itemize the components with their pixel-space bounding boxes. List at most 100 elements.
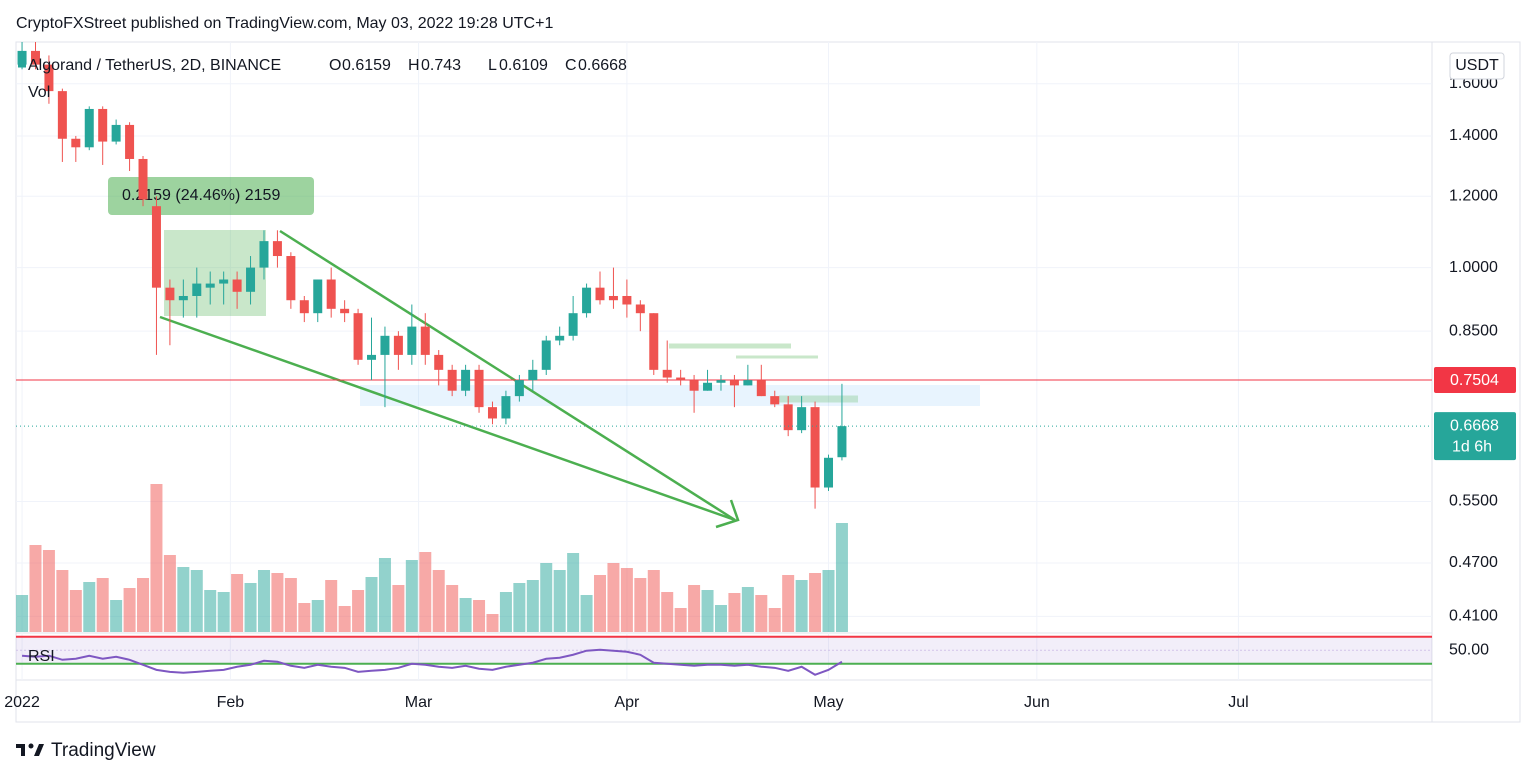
candle-body — [219, 279, 229, 284]
y-tick-label: 0.8500 — [1449, 322, 1498, 339]
volume-bar — [177, 567, 190, 632]
volume-bar — [822, 570, 835, 632]
y-tick-label: 0.5500 — [1449, 493, 1498, 510]
candle-body — [44, 64, 54, 92]
candle-body — [824, 457, 834, 488]
measure-label: 0.2159 (24.46%) 2159 — [122, 187, 280, 204]
volume-bar — [620, 568, 633, 632]
axes: 1.60001.40001.20001.00000.85000.55000.47… — [4, 75, 1516, 711]
y-tick-label: 1.2000 — [1449, 187, 1498, 204]
candle-body — [810, 407, 820, 488]
candle-body — [17, 50, 27, 65]
candle-body — [461, 369, 471, 391]
candle-body — [608, 295, 618, 301]
volume-bar — [782, 575, 795, 632]
volume-bar — [473, 600, 486, 632]
candle-body — [555, 335, 565, 341]
candle-body — [716, 380, 726, 383]
candle-body — [622, 295, 632, 305]
candle-body — [689, 380, 699, 391]
candle-body — [165, 287, 175, 301]
candle-body — [676, 377, 686, 381]
x-tick-label: Jun — [1024, 694, 1050, 711]
volume-bar — [16, 595, 29, 632]
x-tick-label: Mar — [405, 694, 433, 711]
volume-bar — [459, 598, 472, 632]
volume-label: Vol — [28, 84, 50, 101]
volume-bar — [728, 593, 741, 632]
volume-bar — [553, 570, 566, 632]
volume-bar — [150, 484, 163, 632]
currency[interactable]: USDT — [1455, 57, 1499, 74]
candle-body — [662, 369, 672, 378]
candle-body — [407, 326, 417, 355]
volume-bar — [634, 578, 647, 632]
volume-bar — [835, 523, 848, 632]
candle-body — [447, 369, 457, 391]
low-value: 0.6109 — [499, 57, 548, 74]
high-value: 0.743 — [421, 57, 461, 74]
candle-body — [770, 396, 780, 405]
volume-bar — [405, 560, 418, 632]
rsi-tick-label: 50.00 — [1449, 641, 1489, 658]
wedge-upper — [279, 229, 736, 522]
open-value: 0.6159 — [342, 57, 391, 74]
x-tick-label: Feb — [217, 694, 245, 711]
volume-bar — [378, 558, 391, 632]
currency-button[interactable] — [1449, 52, 1505, 80]
arrow-head — [715, 499, 740, 529]
volume-bar — [540, 563, 553, 632]
price-line-label: 0.7504 — [1450, 372, 1499, 389]
candle-body — [582, 287, 592, 314]
volume-bar — [714, 605, 727, 632]
candle-body — [178, 295, 188, 301]
candle-body — [151, 206, 161, 288]
candle-body — [326, 279, 336, 309]
rsi-layer — [16, 635, 1432, 676]
candle-body — [71, 138, 81, 148]
volume-bar — [42, 550, 55, 632]
volume-bar — [110, 600, 123, 632]
volume-bar — [284, 578, 297, 632]
volume-bar — [647, 570, 660, 632]
volume-bar — [580, 595, 593, 632]
volume-bar — [365, 577, 378, 632]
logo-part — [21, 744, 25, 756]
volume-bar — [513, 583, 526, 632]
candle-body — [434, 354, 444, 370]
frame — [15, 41, 1521, 723]
volume-bar — [688, 585, 701, 632]
volume-bar — [432, 570, 445, 632]
volume-bar — [325, 580, 338, 632]
volume-bar — [56, 570, 69, 632]
volume-bar — [526, 580, 539, 632]
volume-bar — [83, 582, 96, 632]
volume-bar — [741, 587, 754, 632]
volume-bar — [204, 590, 217, 632]
volume-bar — [29, 545, 42, 632]
candle-body — [232, 279, 242, 292]
close-label: C — [565, 57, 577, 74]
candle-body — [340, 308, 350, 314]
volume-bar — [755, 595, 768, 632]
y-tick-label: 1.4000 — [1449, 127, 1498, 144]
volume-bar — [137, 578, 150, 632]
symbol: Algorand / TetherUS, 2D, BINANCE — [28, 57, 281, 74]
current-price-tag — [1434, 412, 1516, 461]
close-value: 0.6668 — [578, 57, 627, 74]
volume-bar — [217, 592, 230, 632]
candle-body — [649, 313, 659, 370]
y-tick-label: 1.0000 — [1449, 259, 1498, 276]
candle-body — [30, 50, 40, 65]
volume-bar — [674, 608, 687, 632]
candle-body — [783, 404, 793, 431]
candle-body — [353, 313, 363, 360]
volume-bar — [486, 614, 499, 632]
countdown: 1d 6h — [1452, 438, 1492, 455]
volume-bar — [338, 606, 351, 632]
candle-body — [568, 313, 578, 336]
volume-bar — [257, 570, 270, 632]
volume-bar — [163, 555, 176, 632]
wedge-lower — [159, 315, 736, 522]
volume-layer — [16, 484, 848, 632]
